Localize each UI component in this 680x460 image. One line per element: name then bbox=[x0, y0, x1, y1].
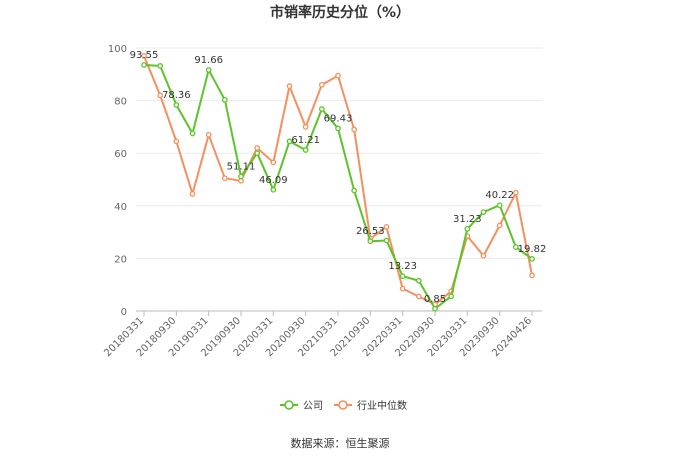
series-company bbox=[141, 62, 535, 312]
legend-item-industry-median: 行业中位数 bbox=[334, 399, 407, 412]
data-point bbox=[399, 273, 406, 280]
data-point bbox=[302, 124, 309, 130]
y-tick-label: 60 bbox=[114, 149, 127, 160]
data-point bbox=[254, 150, 261, 157]
data-point bbox=[480, 209, 487, 215]
source-note: 数据来源：恒生聚源 bbox=[291, 436, 390, 450]
data-label: 61.21 bbox=[291, 135, 320, 146]
data-point bbox=[512, 244, 519, 250]
data-point bbox=[189, 130, 196, 137]
data-label: 69.43 bbox=[324, 113, 353, 124]
data-point bbox=[238, 173, 244, 180]
data-point bbox=[415, 293, 422, 300]
legend-label: 行业中位数 bbox=[357, 399, 407, 412]
data-point bbox=[270, 159, 277, 166]
legend-item-company: 公司 bbox=[280, 400, 323, 412]
y-tick-label: 100 bbox=[108, 44, 127, 55]
data-point bbox=[432, 305, 438, 312]
data-point bbox=[351, 126, 358, 133]
data-point bbox=[221, 175, 228, 182]
data-label: 51.11 bbox=[227, 162, 256, 173]
data-point bbox=[141, 53, 147, 59]
series-layer bbox=[141, 53, 535, 312]
series-line bbox=[143, 63, 533, 310]
legend-label: 公司 bbox=[303, 401, 323, 412]
data-point bbox=[529, 256, 535, 262]
y-tick-label: 0 bbox=[121, 307, 127, 318]
data-label: 93.55 bbox=[130, 50, 159, 61]
legend-marker bbox=[338, 400, 348, 410]
data-point bbox=[448, 293, 455, 300]
data-point bbox=[496, 222, 503, 229]
data-point bbox=[286, 83, 293, 89]
data-point bbox=[157, 92, 164, 99]
data-point bbox=[383, 223, 390, 230]
data-point bbox=[351, 187, 358, 194]
data-label: 40.22 bbox=[485, 190, 514, 201]
data-point bbox=[157, 63, 164, 69]
y-tick-label: 20 bbox=[114, 254, 127, 265]
data-point bbox=[335, 125, 341, 132]
data-point bbox=[383, 237, 390, 244]
data-point bbox=[254, 145, 261, 151]
chart-title: 市销率历史分位（%） bbox=[270, 4, 410, 21]
data-point bbox=[512, 189, 519, 196]
data-label: 31.23 bbox=[453, 214, 482, 225]
data-point bbox=[221, 96, 228, 103]
data-label: 26.53 bbox=[356, 226, 385, 237]
y-tick-label: 80 bbox=[114, 97, 127, 108]
series-industry-median bbox=[141, 53, 535, 308]
data-point bbox=[415, 277, 422, 284]
data-point bbox=[205, 131, 212, 138]
data-point bbox=[286, 138, 293, 145]
data-point bbox=[302, 147, 309, 153]
data-label: 19.82 bbox=[518, 244, 547, 255]
data-point bbox=[318, 106, 325, 112]
data-point bbox=[464, 226, 471, 232]
data-point bbox=[141, 62, 147, 68]
data-point bbox=[480, 252, 487, 259]
legend: 公司 行业中位数 bbox=[280, 399, 407, 412]
data-label: 91.66 bbox=[194, 55, 223, 66]
data-label: 0.85 bbox=[424, 294, 446, 305]
data-point bbox=[205, 67, 212, 73]
legend-marker bbox=[284, 400, 294, 410]
data-label: 78.36 bbox=[162, 90, 191, 101]
data-point bbox=[270, 186, 277, 193]
data-point bbox=[318, 81, 325, 88]
data-point bbox=[367, 238, 374, 245]
data-point bbox=[335, 72, 341, 79]
data-point bbox=[496, 202, 503, 209]
y-tick-label: 40 bbox=[114, 202, 127, 213]
data-point bbox=[529, 272, 535, 279]
data-point bbox=[173, 138, 180, 145]
data-point bbox=[399, 285, 406, 292]
data-point bbox=[173, 102, 180, 108]
data-point bbox=[189, 191, 196, 197]
data-label: 46.09 bbox=[259, 175, 288, 186]
data-label: 13.23 bbox=[388, 261, 417, 272]
